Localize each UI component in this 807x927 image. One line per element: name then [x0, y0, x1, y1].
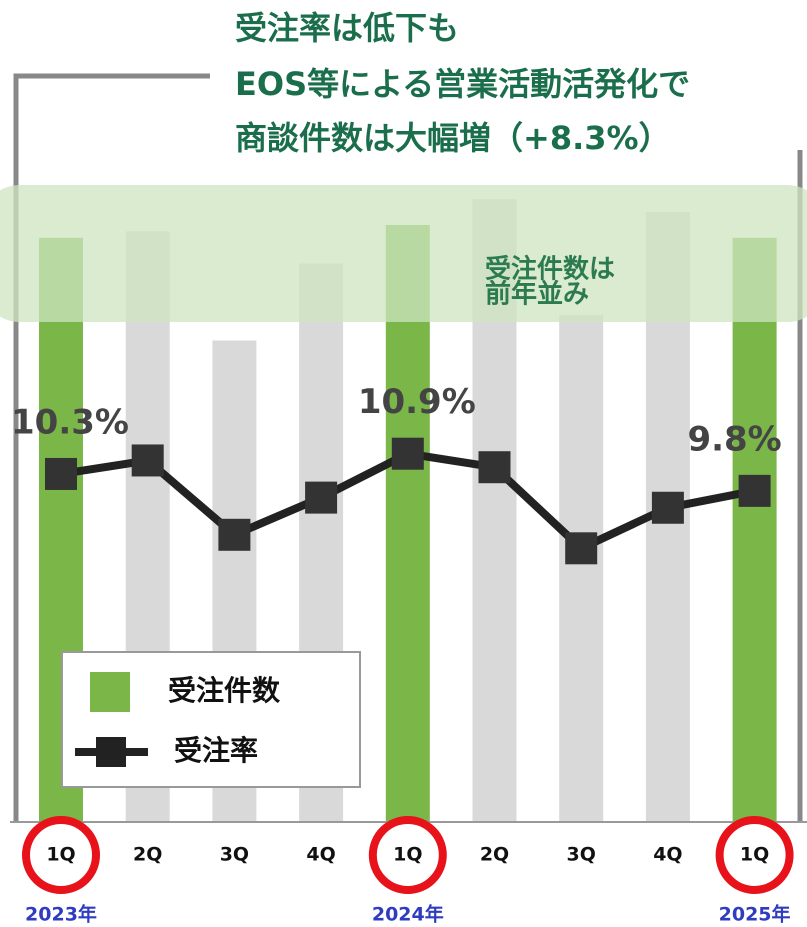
title-line: 受注率は低下も [235, 9, 459, 47]
rate-marker [565, 532, 598, 565]
x-tick-label: 4Q [306, 844, 335, 866]
highlight-circle [715, 816, 794, 894]
highlight-band [0, 185, 807, 322]
x-tick-label: 2Q [133, 844, 162, 866]
title-line: 商談件数は大幅増（+8.3%） [235, 119, 671, 157]
legend-label: 受注率 [174, 734, 258, 767]
rate-marker [131, 444, 164, 477]
annotation: 前年並み [485, 279, 589, 310]
rate-marker [45, 457, 77, 490]
line-layer: 10.3% 10.9% 9.8% [11, 382, 782, 565]
x-tick-label: 1Q [740, 844, 769, 866]
x-tick-label: 3Q [567, 844, 596, 866]
x-tick-label: 3Q [220, 844, 249, 866]
bracket-left [13, 73, 210, 822]
highlight-circle [22, 816, 100, 894]
x-tick-label: 2Q [480, 844, 509, 866]
rate-marker [218, 518, 251, 551]
bar [732, 237, 777, 822]
year-label: 2024年 [372, 903, 444, 926]
year-label: 2023年 [25, 903, 97, 926]
x-tick-label: 1Q [46, 844, 75, 866]
x-tick-label: 4Q [653, 844, 682, 866]
data-label: 10.9% [358, 382, 476, 422]
rate-marker [478, 451, 511, 484]
rate-marker [738, 474, 771, 507]
legend-label: 受注件数 [168, 674, 281, 707]
rate-marker [651, 491, 684, 524]
highlight-circle [368, 816, 447, 894]
rate-marker [305, 481, 338, 514]
annotation: 受注件数は [485, 254, 615, 285]
data-label: 9.8% [687, 419, 781, 459]
rate-marker [391, 437, 424, 470]
bar [559, 314, 604, 822]
legend-marker [96, 737, 126, 767]
data-label: 10.3% [11, 402, 129, 442]
x-tick-label: 1Q [393, 844, 422, 866]
legend-swatch [90, 672, 130, 712]
year-label: 2025年 [719, 903, 791, 926]
bar [385, 224, 430, 822]
x-axis: 2023年 1Q 2Q 3Q 4Q 2024年 1Q 2Q 3Q 4Q 2025年 1Q [22, 816, 794, 926]
title-line: EOS等による営業活動活発化で [235, 65, 690, 103]
